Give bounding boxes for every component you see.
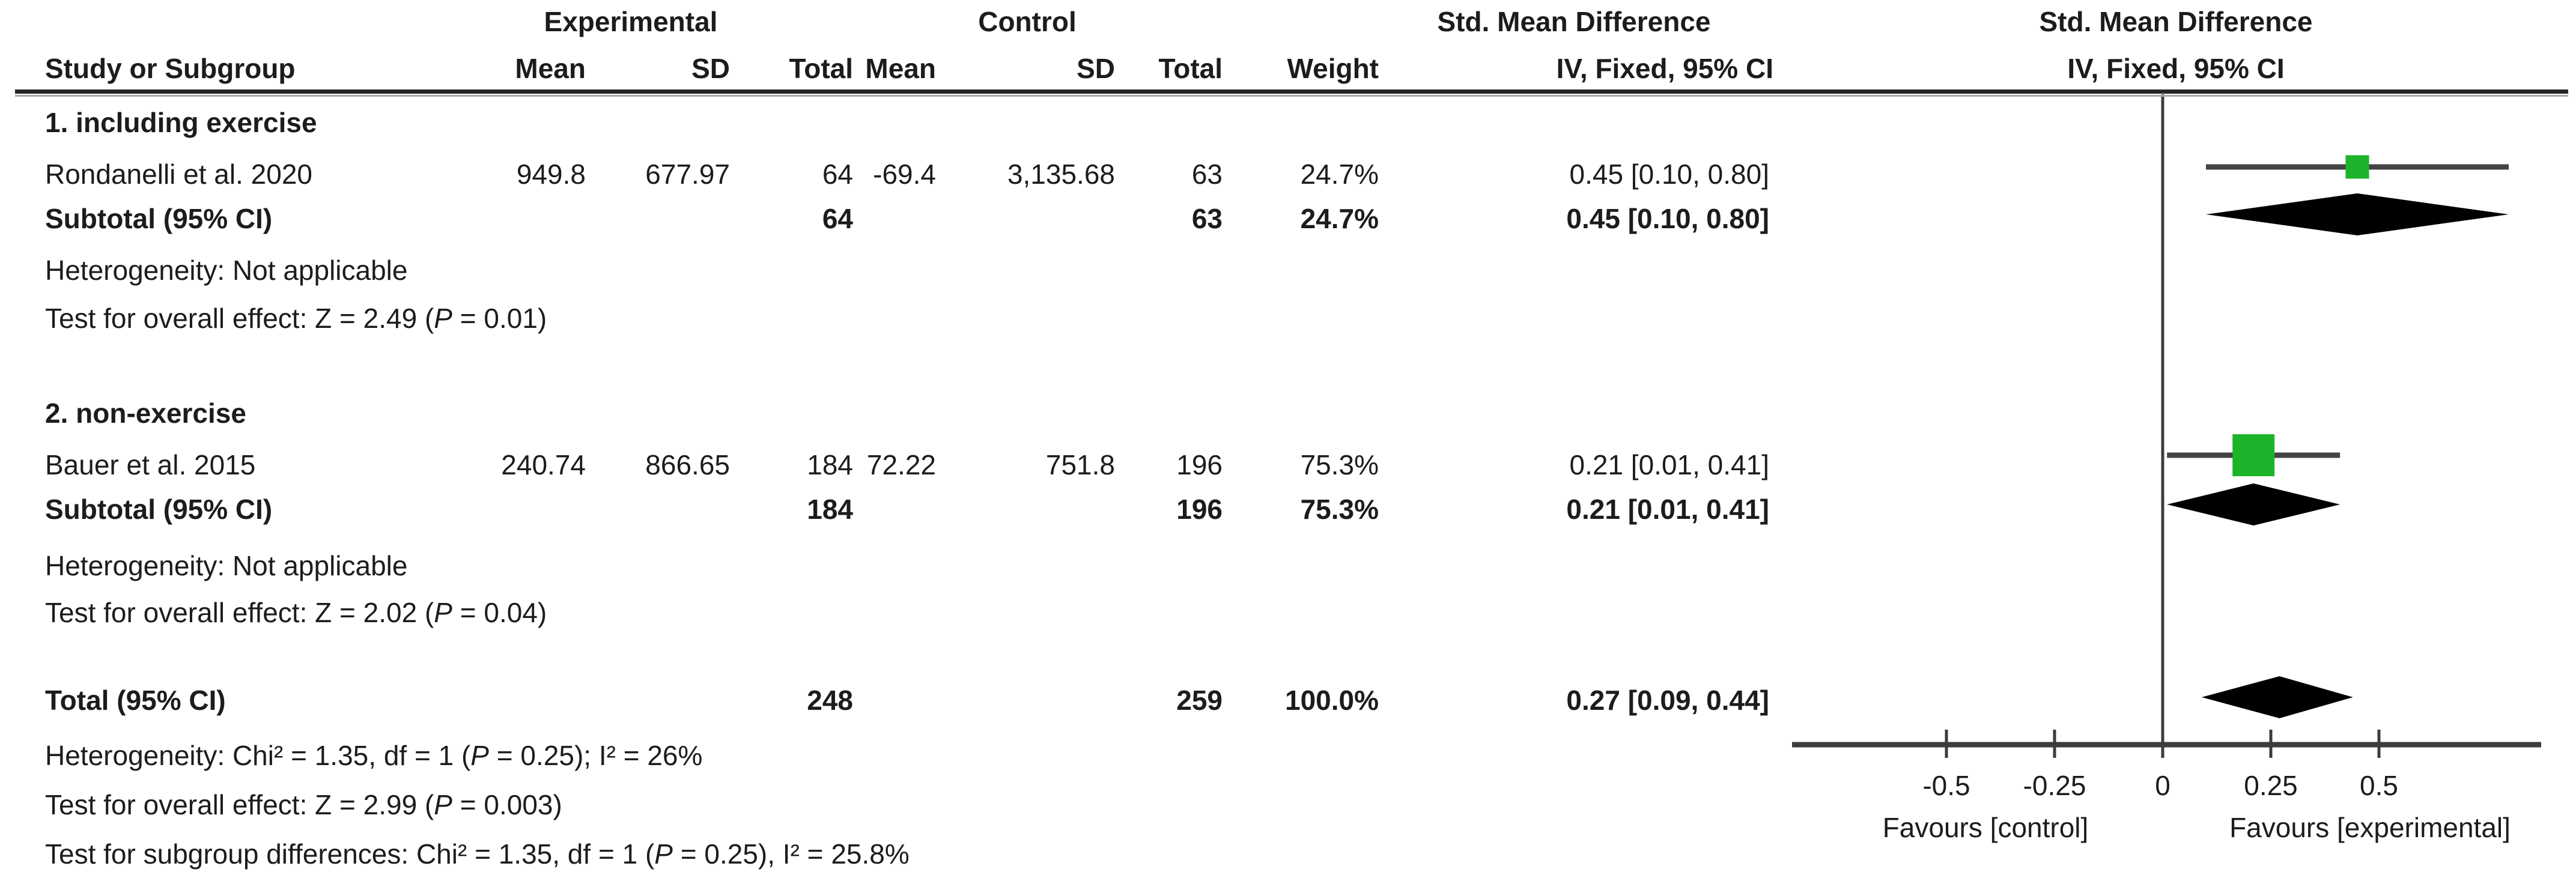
study-ctrl-total: 63 — [1191, 159, 1223, 190]
study-point-square — [2345, 155, 2369, 179]
total-ctrl-total: 259 — [1176, 685, 1223, 716]
overall-effect-note: Test for overall effect: Z = 2.49 (P = 0… — [45, 303, 547, 334]
pooled-diamond — [2206, 193, 2509, 235]
heterogeneity-note: Heterogeneity: Not applicable — [45, 255, 408, 286]
x-tick-label: 0.25 — [2244, 770, 2298, 801]
header-exp-sd: SD — [691, 53, 730, 84]
total-label: Total (95% CI) — [45, 685, 226, 716]
study-exp-mean: 949.8 — [516, 159, 586, 190]
header-experimental: Experimental — [544, 6, 718, 37]
study-exp-mean: 240.74 — [501, 449, 586, 480]
favours-experimental-label: Favours [experimental] — [2229, 812, 2511, 843]
subtotal-exp-total: 64 — [822, 203, 853, 234]
study-ci: 0.21 [0.01, 0.41] — [1569, 449, 1770, 480]
header-smd-table: Std. Mean Difference — [1437, 6, 1711, 37]
subtotal-weight: 24.7% — [1300, 203, 1379, 234]
x-tick-label: 0.5 — [2360, 770, 2398, 801]
pooled-diamond — [2201, 676, 2353, 718]
header-weight: Weight — [1287, 53, 1379, 84]
overall-effect-note: Test for overall effect: Z = 2.02 (P = 0… — [45, 597, 547, 628]
header-rule — [15, 89, 2568, 94]
header-exp-total: Total — [789, 53, 853, 84]
subtotal-weight: 75.3% — [1300, 494, 1379, 525]
study-exp-sd: 677.97 — [645, 159, 730, 190]
heterogeneity-note: Heterogeneity: Not applicable — [45, 550, 408, 581]
study-ci: 0.45 [0.10, 0.80] — [1569, 159, 1770, 190]
subtotal-label: Subtotal (95% CI) — [45, 494, 273, 525]
header-study-or-subgroup: Study or Subgroup — [45, 53, 296, 84]
study-point-square — [2232, 434, 2275, 476]
study-ctrl-sd: 3,135.68 — [1007, 159, 1115, 190]
study-weight: 24.7% — [1300, 159, 1379, 190]
header-exp-mean: Mean — [515, 53, 586, 84]
subgroup-differences-note: Test for subgroup differences: Chi² = 1.… — [45, 838, 910, 870]
header-rule-shadow — [15, 95, 2568, 97]
total-exp-total: 248 — [807, 685, 853, 716]
x-tick-label: -0.5 — [1922, 770, 1970, 801]
subgroup2-title: 2. non-exercise — [45, 398, 246, 429]
header-smd-plot: Std. Mean Difference — [2039, 6, 2313, 37]
study-ctrl-mean: 72.22 — [866, 449, 936, 480]
header-ctrl-mean: Mean — [865, 53, 936, 84]
subtotal-ci: 0.21 [0.01, 0.41] — [1566, 494, 1769, 525]
total-ci: 0.27 [0.09, 0.44] — [1566, 685, 1769, 716]
study-weight: 75.3% — [1300, 449, 1379, 480]
header-iv-plot: IV, Fixed, 95% CI — [2067, 53, 2285, 84]
favours-control-label: Favours [control] — [1882, 812, 2089, 843]
header-iv-table: IV, Fixed, 95% CI — [1556, 53, 1773, 84]
study-ctrl-mean: -69.4 — [873, 159, 936, 190]
subtotal-ctrl-total: 63 — [1191, 203, 1223, 234]
study-exp-total: 184 — [807, 449, 853, 480]
pooled-diamond — [2167, 483, 2341, 525]
subgroup1-title: 1. including exercise — [45, 107, 317, 138]
subtotal-exp-total: 184 — [807, 494, 853, 525]
x-tick-label: 0 — [2155, 770, 2170, 801]
study-name: Bauer et al. 2015 — [45, 449, 256, 480]
study-ctrl-sd: 751.8 — [1045, 449, 1115, 480]
study-ctrl-total: 196 — [1176, 449, 1223, 480]
total-heterogeneity-note: Heterogeneity: Chi² = 1.35, df = 1 (P = … — [45, 740, 703, 771]
subtotal-ci: 0.45 [0.10, 0.80] — [1566, 203, 1769, 234]
total-weight: 100.0% — [1284, 685, 1379, 716]
x-tick-label: -0.25 — [2023, 770, 2086, 801]
subtotal-label: Subtotal (95% CI) — [45, 203, 273, 234]
study-exp-sd: 866.65 — [645, 449, 730, 480]
header-control: Control — [978, 6, 1077, 37]
subtotal-ctrl-total: 196 — [1176, 494, 1223, 525]
header-ctrl-sd: SD — [1077, 53, 1115, 84]
study-name: Rondanelli et al. 2020 — [45, 159, 312, 190]
total-overall-effect-note: Test for overall effect: Z = 2.99 (P = 0… — [45, 789, 562, 820]
study-exp-total: 64 — [822, 159, 853, 190]
header-ctrl-total: Total — [1158, 53, 1223, 84]
